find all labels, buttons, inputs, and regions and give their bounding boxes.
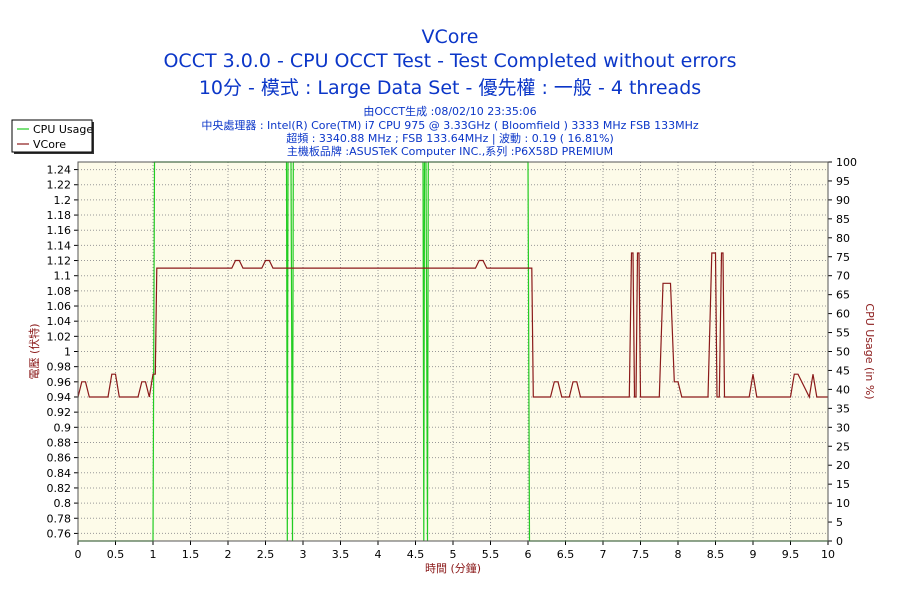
x-tick-label: 1.5: [182, 548, 200, 561]
x-tick-label: 5.5: [482, 548, 500, 561]
y-right-tick-label: 100: [836, 156, 857, 169]
x-tick-label: 2: [225, 548, 232, 561]
y-right-tick-label: 70: [836, 270, 850, 283]
x-tick-label: 4: [375, 548, 382, 561]
y-left-tick-label: 0.76: [47, 527, 72, 540]
y-right-tick-label: 55: [836, 327, 850, 340]
y-right-tick-label: 60: [836, 308, 850, 321]
y-right-tick-label: 85: [836, 213, 850, 226]
plot-frame: [77, 161, 829, 542]
y-right-tick-label: 65: [836, 289, 850, 302]
y-right-tick-label: 50: [836, 346, 850, 359]
x-tick-label: 7: [600, 548, 607, 561]
legend-label-cpu-usage: CPU Usage: [33, 123, 93, 136]
x-tick-label: 6: [525, 548, 532, 561]
y-left-tick-label: 0.96: [47, 376, 72, 389]
legend: CPU Usage VCore: [11, 119, 94, 154]
legend-label-vcore: VCore: [33, 138, 66, 151]
series-line-vcore: [77, 252, 828, 399]
x-tick-label: 4.5: [407, 548, 425, 561]
chart-subtitle-mode: 10分 - 模式 : Large Data Set - 優先權 : 一般 - 4…: [198, 77, 702, 99]
x-tick-label: 8: [675, 548, 682, 561]
y-left-tick-label: 1.04: [47, 315, 72, 328]
x-tick-label: 5: [450, 548, 457, 561]
info-cpu: 中央處理器 : Intel(R) Core(TM) i7 CPU 975 @ 3…: [201, 119, 699, 132]
info-overclock: 超頻 : 3340.88 MHz ; FSB 133.64MHz | 波動 : …: [286, 132, 614, 145]
x-tick-label: 9.5: [782, 548, 800, 561]
x-tick-label: 3: [300, 548, 307, 561]
chart-title: VCore: [421, 26, 479, 48]
x-tick-label: 3.5: [332, 548, 350, 561]
y-left-tick-label: 1.12: [47, 255, 72, 268]
y-left-tick-label: 1.18: [47, 209, 72, 222]
y-left-tick-label: 0.86: [47, 452, 72, 465]
y-right-tick-label: 95: [836, 175, 850, 188]
y-right-tick-label: 5: [836, 516, 843, 529]
y-right-tick-label: 75: [836, 251, 850, 264]
y-right-tick-label: 80: [836, 232, 850, 245]
y-left-tick-label: 1.1: [54, 270, 72, 283]
y-right-tick-label: 45: [836, 364, 850, 377]
x-tick-label: 2.5: [257, 548, 275, 561]
y-right-tick-label: 35: [836, 402, 850, 415]
y-left-tick-label: 0.92: [47, 406, 72, 419]
y-left-tick-label: 1.06: [47, 300, 72, 313]
y-left-tick-label: 1.24: [47, 164, 72, 177]
y-right-tick-label: 20: [836, 459, 850, 472]
x-tick-label: 1: [150, 548, 157, 561]
x-tick-label: 0: [75, 548, 82, 561]
y-left-tick-label: 1.02: [47, 330, 72, 343]
y-left-tick-label: 0.9: [54, 421, 72, 434]
x-axis-ticks: 0 0.5 1 1.5 2 2.5 3 3.5 4 4.5 5 5.5 6 6.5 7 7.5 8 8.5 9 9.5…: [75, 541, 835, 561]
x-tick-label: 7.5: [632, 548, 650, 561]
x-tick-label: 0.5: [107, 548, 125, 561]
y-left-tick-label: 1: [64, 346, 71, 359]
y-right-axis-label: CPU Usage (in %): [863, 303, 876, 399]
y-left-tick-label: 0.88: [47, 436, 72, 449]
y-right-axis-ticks: 0 5 10 15 20 25 30 35 40 45 50 55 60 65 70 75 80 85 90 95 10…: [828, 156, 857, 548]
x-axis-label: 時間 (分鐘): [425, 561, 481, 575]
y-left-tick-label: 0.98: [47, 361, 72, 374]
y-left-axis-ticks: 0.76 0.78 0.8 0.82 0.84 0.86 0.88 0.9 0.92 0.94 0.…: [47, 164, 78, 540]
y-left-tick-label: 1.2: [54, 194, 72, 207]
info-generated: 由OCCT生成 :08/02/10 23:35:06: [363, 105, 537, 118]
y-right-tick-label: 25: [836, 440, 850, 453]
y-left-tick-label: 1.22: [47, 179, 72, 192]
y-left-axis-label: 電壓 (伏特): [27, 323, 41, 379]
y-right-tick-label: 10: [836, 497, 850, 510]
y-left-tick-label: 0.84: [47, 467, 72, 480]
info-motherboard: 主機板品牌 :ASUSTeK Computer INC.,系列 :P6X58D …: [286, 145, 614, 158]
y-left-tick-label: 0.82: [47, 482, 72, 495]
x-tick-label: 6.5: [557, 548, 575, 561]
chart-subtitle: OCCT 3.0.0 - CPU OCCT Test - Test Comple…: [163, 50, 737, 72]
x-tick-label: 8.5: [707, 548, 725, 561]
y-right-tick-label: 0: [836, 535, 843, 548]
x-tick-label: 9: [750, 548, 757, 561]
y-right-tick-label: 30: [836, 421, 850, 434]
y-left-tick-label: 0.94: [47, 391, 72, 404]
y-left-tick-label: 0.8: [54, 497, 72, 510]
y-right-tick-label: 90: [836, 194, 850, 207]
y-left-tick-label: 1.14: [47, 239, 72, 252]
y-left-tick-label: 1.16: [47, 224, 72, 237]
y-left-tick-label: 0.78: [47, 512, 72, 525]
x-tick-label: 10: [821, 548, 835, 561]
y-right-tick-label: 40: [836, 383, 850, 396]
grid-lines: [78, 162, 828, 541]
legend-box: [11, 119, 93, 153]
y-left-tick-label: 1.08: [47, 285, 72, 298]
y-right-tick-label: 15: [836, 478, 850, 491]
